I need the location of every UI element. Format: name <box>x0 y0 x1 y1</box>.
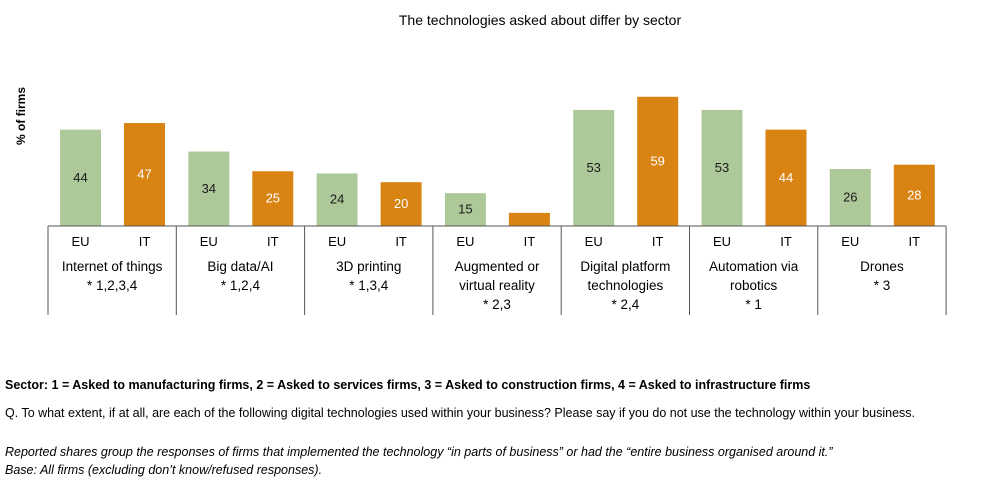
series-tick-label: EU <box>713 234 731 249</box>
data-label: 28 <box>907 187 921 202</box>
chart-title: The technologies asked about differ by s… <box>398 12 682 28</box>
bar-it <box>893 164 935 226</box>
data-label: 15 <box>458 202 472 217</box>
bar-eu <box>444 193 486 226</box>
bar-eu <box>60 129 101 226</box>
sector-note: * 3 <box>874 278 891 293</box>
sector-legend: Sector: 1 = Asked to manufacturing firms… <box>5 378 811 392</box>
reported-note: Reported shares group the responses of f… <box>5 445 833 459</box>
category-label: Big data/AI <box>207 259 273 274</box>
bar-it <box>765 129 807 226</box>
data-label: 59 <box>650 153 664 168</box>
series-tick-label: IT <box>267 234 279 249</box>
sector-note: * 1,3,4 <box>349 278 389 293</box>
bar-eu <box>573 109 615 226</box>
series-tick-label: EU <box>456 234 474 249</box>
category-label: Digital platform <box>580 259 670 274</box>
sector-note: * 1,2,3,4 <box>87 278 138 293</box>
category-label: technologies <box>587 278 663 293</box>
bar-eu <box>316 173 358 226</box>
series-tick-label: IT <box>395 234 407 249</box>
data-label: 53 <box>715 160 729 175</box>
question-text: Q. To what extent, if at all, are each o… <box>5 406 916 420</box>
bar-chart: 44 EU 47 IT Internet of things * 1,2,3,4 34 EU 2… <box>47 96 947 315</box>
sector-note: * 2,4 <box>611 297 639 312</box>
data-label: 26 <box>843 190 857 205</box>
category-label: virtual reality <box>459 278 535 293</box>
data-label: 20 <box>394 196 408 211</box>
series-tick-label: EU <box>585 234 603 249</box>
sector-note: * 1 <box>745 297 762 312</box>
data-label: 44 <box>73 170 87 185</box>
sector-note: * 2,3 <box>483 297 511 312</box>
category-label: Internet of things <box>62 259 163 274</box>
data-label: 44 <box>779 170 793 185</box>
series-tick-label: IT <box>652 234 664 249</box>
bar-eu <box>829 169 871 226</box>
data-label: 24 <box>330 192 344 207</box>
data-label: 47 <box>137 167 151 182</box>
series-tick-label: IT <box>139 234 151 249</box>
category-label: robotics <box>730 278 778 293</box>
series-tick-label: IT <box>524 234 536 249</box>
data-label: 25 <box>266 191 280 206</box>
bar-it <box>637 96 679 226</box>
category-label: 3D printing <box>336 259 401 274</box>
series-tick-label: EU <box>71 234 89 249</box>
category-label: Automation via <box>709 259 799 274</box>
bar-it <box>124 123 165 226</box>
series-tick-label: IT <box>780 234 792 249</box>
base-note: Base: All firms (excluding don’t know/re… <box>5 463 323 477</box>
series-tick-label: EU <box>841 234 859 249</box>
bar-it <box>380 182 422 226</box>
sector-note: * 1,2,4 <box>221 278 261 293</box>
bar-eu <box>188 151 230 226</box>
category-label: Drones <box>860 259 904 274</box>
bar-it <box>252 171 294 226</box>
data-label: 34 <box>202 181 216 196</box>
series-tick-label: EU <box>200 234 218 249</box>
bar-eu <box>701 109 743 226</box>
category-label: Augmented or <box>455 259 540 274</box>
series-tick-label: EU <box>328 234 346 249</box>
bar-it <box>508 212 550 226</box>
data-label: 53 <box>586 160 600 175</box>
series-tick-label: IT <box>909 234 921 249</box>
